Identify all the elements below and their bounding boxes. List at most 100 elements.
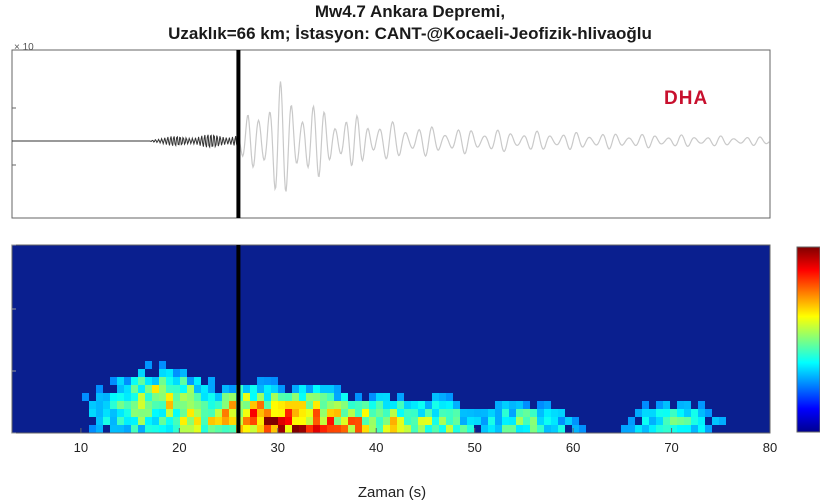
spectrogram-cell	[145, 377, 152, 385]
spectrogram-cell	[355, 425, 362, 433]
spectrogram-cell	[495, 417, 502, 425]
spectrogram-cell	[166, 385, 173, 393]
waveform-panel	[11, 49, 771, 219]
spectrogram-cell	[439, 401, 446, 409]
spectrogram-cell	[677, 417, 684, 425]
spectrogram-cell	[509, 425, 516, 433]
spectrogram-cell	[551, 425, 558, 433]
spectrogram-cell	[173, 425, 180, 433]
spectrogram-cell	[96, 409, 103, 417]
spectrogram-cell	[404, 417, 411, 425]
spectrogram-cell	[278, 401, 285, 409]
spectrogram-cell	[306, 417, 313, 425]
spectrogram-cell	[320, 385, 327, 393]
spectrogram-cell	[187, 417, 194, 425]
spectrogram-cell	[306, 401, 313, 409]
spectrogram-cell	[131, 417, 138, 425]
spectrogram-cell	[516, 425, 523, 433]
spectrogram-cell	[96, 417, 103, 425]
spectrogram-cell	[257, 385, 264, 393]
spectrogram-cell	[166, 425, 173, 433]
spectrogram-cell	[376, 393, 383, 401]
x-axis-label: Zaman (s)	[358, 484, 426, 500]
spectrogram-cell	[551, 417, 558, 425]
spectrogram-cell	[376, 409, 383, 417]
spectrogram-cell	[306, 409, 313, 417]
spectrogram-cell	[103, 401, 110, 409]
spectrogram-cell	[432, 409, 439, 417]
spectrogram-cell	[327, 401, 334, 409]
spectrogram-cell	[229, 425, 236, 433]
spectrogram-cell	[334, 385, 341, 393]
spectrogram-cell	[110, 401, 117, 409]
spectrogram-cell	[271, 417, 278, 425]
spectrogram-cell	[390, 409, 397, 417]
spectrogram-cell	[397, 409, 404, 417]
spectrogram-cell	[635, 425, 642, 433]
spectrogram-cell	[355, 401, 362, 409]
spectrogram-cell	[257, 393, 264, 401]
spectrogram-cell	[138, 417, 145, 425]
spectrogram-cell	[670, 425, 677, 433]
spectrogram-cell	[285, 417, 292, 425]
spectrogram-cell	[271, 377, 278, 385]
spectrogram-cell	[201, 409, 208, 417]
colorbar	[796, 246, 820, 433]
chart-title-line-1: Mw4.7 Ankara Depremi,	[314, 2, 506, 21]
x-tick-label: 50	[467, 440, 481, 455]
spectrogram-cell	[691, 425, 698, 433]
spectrogram-cell	[110, 409, 117, 417]
spectrogram-cell	[299, 417, 306, 425]
spectrogram-cell	[411, 417, 418, 425]
spectrogram-cell	[180, 417, 187, 425]
spectrogram-cell	[152, 409, 159, 417]
spectrogram-cell	[628, 417, 635, 425]
spectrogram-cell	[369, 401, 376, 409]
spectrogram-cell	[96, 425, 103, 433]
spectrogram-cell	[215, 425, 222, 433]
spectrogram-cell	[243, 385, 250, 393]
spectrogram-cell	[327, 425, 334, 433]
spectrogram-cell	[131, 393, 138, 401]
spectrogram-cell	[418, 417, 425, 425]
spectrogram-cell	[145, 409, 152, 417]
spectrogram-cell	[684, 425, 691, 433]
spectrogram-cell	[460, 425, 467, 433]
spectrogram-cell	[481, 417, 488, 425]
spectrogram-cell	[418, 409, 425, 417]
spectrogram-cell	[656, 401, 663, 409]
spectrogram-cell	[250, 417, 257, 425]
spectrogram-cell	[376, 401, 383, 409]
spectrogram-cell	[278, 425, 285, 433]
spectrogram-cell	[278, 385, 285, 393]
spectrogram-cell	[558, 409, 565, 417]
spectrogram-cell	[278, 393, 285, 401]
post-event-trace	[238, 81, 771, 192]
spectrogram-cell	[404, 425, 411, 433]
spectrogram-cell	[229, 385, 236, 393]
spectrogram-cell	[138, 377, 145, 385]
spectrogram-cell	[173, 385, 180, 393]
spectrogram-cell	[299, 425, 306, 433]
spectrogram-cell	[89, 401, 96, 409]
spectrogram-cell	[292, 409, 299, 417]
spectrogram-cell	[222, 409, 229, 417]
spectrogram-cell	[89, 409, 96, 417]
spectrogram-cell	[551, 409, 558, 417]
spectrogram-cell	[103, 409, 110, 417]
spectrogram-cell	[663, 425, 670, 433]
spectrogram-cell	[166, 401, 173, 409]
spectrogram-cell	[320, 409, 327, 417]
spectrogram-cell	[173, 417, 180, 425]
spectrogram-cell	[320, 425, 327, 433]
spectrogram-cell	[159, 385, 166, 393]
spectrogram-cell	[432, 425, 439, 433]
spectrogram-cell	[698, 425, 705, 433]
spectrogram-cell	[250, 385, 257, 393]
spectrogram-cell	[173, 369, 180, 377]
spectrogram-cell	[691, 409, 698, 417]
spectrogram-cell	[404, 409, 411, 417]
spectrogram-cell	[271, 393, 278, 401]
spectrogram-cell	[187, 377, 194, 385]
spectrogram-cell	[516, 417, 523, 425]
